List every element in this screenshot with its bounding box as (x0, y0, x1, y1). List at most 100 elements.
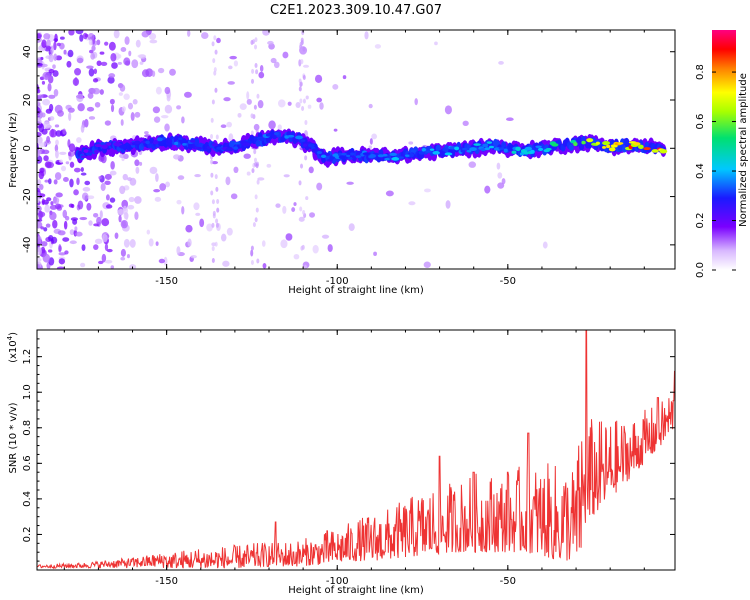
y-tick-label: 20 (22, 94, 33, 107)
noise-speckle (285, 233, 293, 241)
noise-speckle (57, 110, 64, 117)
noise-speckle (255, 69, 259, 75)
noise-speckle (81, 244, 86, 251)
noise-speckle (127, 204, 135, 210)
noise-speckle (216, 37, 221, 44)
noise-speckle (37, 195, 41, 204)
ridge-mark (523, 151, 529, 155)
noise-speckle (110, 161, 115, 170)
noise-speckle (214, 49, 218, 55)
noise-speckle (37, 235, 42, 244)
noise-speckle (88, 68, 95, 77)
noise-speckle (118, 215, 122, 223)
noise-speckle (63, 49, 67, 55)
noise-speckle (300, 59, 304, 65)
noise-speckle (187, 238, 192, 247)
noise-speckle (316, 182, 323, 191)
noise-speckle (300, 245, 304, 251)
ridge-mark (501, 141, 507, 149)
ridge-mark (355, 155, 362, 158)
noise-speckle (302, 209, 306, 215)
ridge-mark (303, 143, 308, 147)
noise-speckle (117, 61, 122, 65)
noise-speckle (237, 112, 242, 118)
noise-speckle (93, 244, 99, 251)
noise-speckle (88, 116, 96, 120)
ridge-mark (568, 144, 574, 151)
ridge-mark (462, 147, 468, 151)
noise-speckle (37, 149, 42, 156)
noise-speckle (55, 192, 63, 198)
noise-speckle (176, 105, 182, 110)
x-tick-label: -50 (500, 276, 516, 287)
noise-speckle (233, 166, 239, 174)
ridge-mark (473, 143, 481, 146)
noise-speckle (77, 200, 84, 210)
noise-speckle (299, 98, 303, 104)
ridge-mark (651, 149, 659, 153)
noise-speckle (104, 180, 111, 186)
noise-speckle (226, 121, 232, 128)
noise-speckle (293, 202, 297, 206)
noise-speckle (38, 211, 46, 218)
noise-speckle (63, 177, 69, 182)
noise-speckle (76, 137, 82, 143)
noise-speckle (484, 185, 491, 194)
noise-speckle (267, 40, 274, 46)
ridge-mark (454, 146, 460, 151)
colorbar-tick-label: 0.6 (695, 114, 706, 130)
noise-speckle (110, 52, 117, 62)
noise-speckle (262, 263, 267, 269)
noise-speckle (128, 50, 132, 57)
noise-speckle (37, 264, 40, 269)
noise-speckle (222, 260, 230, 267)
noise-speckle (468, 161, 477, 168)
ridge-mark (350, 152, 355, 156)
ridge-mark (94, 149, 99, 155)
noise-speckle (120, 47, 127, 53)
noise-speckle (76, 57, 84, 64)
noise-speckle (62, 209, 68, 219)
noise-speckle (176, 246, 181, 255)
noise-speckle (254, 63, 258, 69)
noise-speckle (275, 203, 281, 208)
noise-speckle (369, 138, 373, 145)
noise-speckle (48, 94, 56, 99)
noise-speckle (72, 219, 78, 225)
noise-speckle (210, 159, 214, 165)
ridge-mark (302, 137, 308, 146)
noise-speckle (93, 212, 99, 218)
noise-speckle (141, 30, 150, 38)
noise-speckle (120, 119, 124, 126)
noise-speckle (256, 179, 260, 185)
noise-speckle (76, 177, 80, 186)
noise-speckle (121, 106, 126, 112)
noise-speckle (37, 106, 41, 115)
noise-speckle (305, 196, 309, 201)
noise-speckle (233, 60, 239, 67)
noise-speckle (123, 205, 127, 211)
noise-speckle (497, 182, 505, 189)
noise-speckle (215, 222, 219, 228)
ridge-mark (579, 142, 585, 151)
noise-speckle (110, 104, 115, 113)
noise-speckle (227, 81, 235, 85)
noise-speckle (139, 61, 144, 65)
noise-speckle (190, 255, 197, 259)
noise-speckle (84, 180, 91, 186)
noise-speckle (79, 34, 84, 42)
noise-speckle (47, 83, 52, 92)
noise-speckle (109, 98, 115, 105)
noise-speckle (48, 53, 54, 63)
noise-speckle (57, 230, 66, 236)
noise-speckle (266, 163, 272, 168)
snr-x-label: Height of straight line (km) (288, 585, 424, 596)
noise-speckle (39, 167, 45, 174)
noise-speckle (259, 64, 264, 72)
noise-speckle (109, 197, 116, 203)
y-tick-label: 40 (22, 45, 33, 58)
ridge-mark (587, 142, 593, 149)
noise-speckle (86, 202, 92, 211)
ridge-mark (617, 142, 624, 145)
ridge-mark (601, 145, 607, 149)
